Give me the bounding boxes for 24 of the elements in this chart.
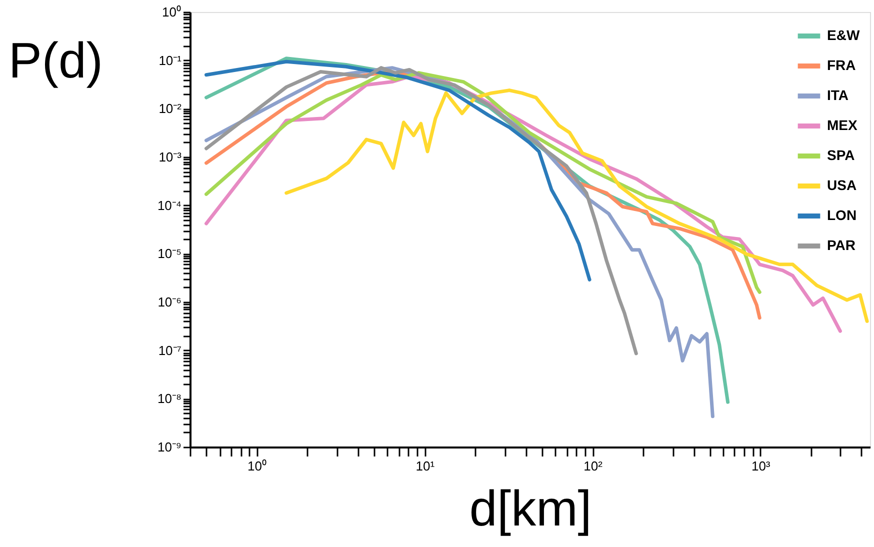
y-tick-label: 10⁻⁹	[157, 440, 182, 454]
y-tick-label: 10⁻⁶	[158, 294, 182, 310]
legend-label: PAR	[827, 237, 856, 253]
y-tick-label: 10⁻¹	[158, 52, 182, 68]
y-axis-title: P(d)	[8, 32, 103, 88]
y-tick-label: 10⁻⁴	[157, 198, 182, 213]
y-tick-label: 10⁻³	[158, 150, 182, 164]
legend-label: MEX	[827, 117, 858, 133]
y-tick-label: 10⁻⁵	[158, 246, 182, 262]
x-tick-label: 10³	[751, 458, 771, 474]
y-tick-label: 10⁻⁷	[158, 342, 182, 358]
x-tick-label: 10⁰	[248, 458, 268, 474]
legend-label: SPA	[827, 147, 855, 163]
x-axis-title: d[km]	[469, 480, 592, 536]
y-tick-label: 10⁻²	[158, 101, 182, 116]
legend-label: LON	[827, 207, 857, 223]
legend-label: E&W	[827, 27, 860, 43]
legend-label: ITA	[827, 87, 849, 103]
x-tick-label: 10²	[584, 458, 604, 474]
y-tick-label: 10⁻⁸	[158, 391, 182, 406]
x-tick-label: 10¹	[416, 458, 436, 474]
y-tick-label: 10⁰	[162, 4, 182, 20]
legend-label: USA	[827, 177, 857, 193]
legend-label: FRA	[827, 57, 856, 73]
